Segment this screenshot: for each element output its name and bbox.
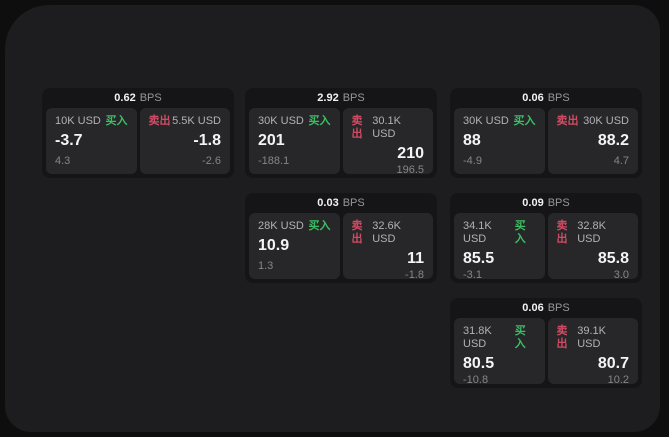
- sell-panel[interactable]: 卖出 32.8K USD 85.8 3.0: [547, 213, 638, 281]
- card-body: 31.8K USD 买入 80.5 -10.8 卖出 39.1K USD 80.…: [450, 318, 642, 388]
- stat-card: 0.09 BPS 34.1K USD 买入 85.5 -3.1 卖出 32.8K…: [450, 193, 642, 283]
- card-bps-header: 0.06 BPS: [450, 88, 642, 108]
- buy-panel[interactable]: 31.8K USD 买入 80.5 -10.8: [454, 318, 545, 386]
- buy-panel[interactable]: 30K USD 买入 201 -188.1: [249, 108, 340, 174]
- sell-tag: 卖出: [351, 220, 363, 245]
- buy-price: 201: [258, 132, 285, 149]
- bps-unit-label: BPS: [547, 92, 570, 104]
- bps-unit-label: BPS: [342, 92, 365, 104]
- card-body: 10K USD 买入 -3.7 4.3 卖出 5.5K USD -1.8 -2.…: [42, 108, 234, 178]
- buy-amount: 31.8K USD: [463, 325, 492, 350]
- stat-card: 0.06 BPS 30K USD 买入 88 -4.9 卖出 30K USD: [450, 88, 642, 178]
- buy-delta: 1.3: [258, 260, 274, 272]
- sell-tag: 卖出: [351, 115, 363, 140]
- sell-panel[interactable]: 卖出 5.5K USD -1.8 -2.6: [139, 108, 230, 174]
- bps-value: 0.06: [522, 302, 544, 314]
- buy-panel[interactable]: 30K USD 买入 88 -4.9: [454, 108, 545, 174]
- bps-unit-label: BPS: [139, 92, 162, 104]
- card-bps-header: 0.09 BPS: [450, 193, 642, 213]
- bps-unit-label: BPS: [342, 197, 365, 209]
- bps-unit-label: BPS: [547, 302, 570, 314]
- sell-delta: 3.0: [613, 269, 629, 281]
- buy-tag: 买入: [308, 220, 331, 232]
- buy-tag: 买入: [308, 115, 331, 127]
- buy-tag: 买入: [514, 220, 526, 245]
- sell-amount: 5.5K USD: [172, 115, 221, 127]
- buy-panel[interactable]: 28K USD 买入 10.9 1.3: [249, 213, 340, 279]
- buy-amount: 30K USD: [258, 115, 304, 127]
- card-bps-header: 2.92 BPS: [245, 88, 437, 108]
- buy-price: 10.9: [258, 237, 290, 254]
- sell-amount: 32.6K USD: [372, 220, 401, 245]
- bps-value: 0.62: [114, 92, 136, 104]
- buy-panel[interactable]: 34.1K USD 买入 85.5 -3.1: [454, 213, 545, 281]
- sell-panel[interactable]: 卖出 39.1K USD 80.7 10.2: [547, 318, 638, 386]
- card-body: 30K USD 买入 201 -188.1 卖出 30.1K USD 210 1…: [245, 108, 437, 178]
- sell-price: -1.8: [193, 132, 221, 149]
- sell-panel[interactable]: 卖出 32.6K USD 11 -1.8: [342, 213, 433, 281]
- stat-card: 2.92 BPS 30K USD 买入 201 -188.1 卖出 30.1K …: [245, 88, 437, 178]
- card-bps-header: 0.06 BPS: [450, 298, 642, 318]
- sell-panel[interactable]: 卖出 30K USD 88.2 4.7: [547, 108, 638, 174]
- sell-price: 88.2: [597, 132, 629, 149]
- card-body: 28K USD 买入 10.9 1.3 卖出 32.6K USD 11 -1.8: [245, 213, 437, 283]
- buy-tag: 买入: [514, 325, 526, 350]
- sell-price: 85.8: [597, 250, 629, 267]
- buy-price: 88: [463, 132, 481, 149]
- buy-delta: -188.1: [258, 155, 290, 167]
- sell-amount: 30K USD: [583, 115, 629, 127]
- buy-amount: 28K USD: [258, 220, 304, 232]
- buy-price: 85.5: [463, 250, 495, 267]
- buy-delta: 4.3: [55, 155, 71, 167]
- sell-price: 80.7: [597, 355, 629, 372]
- sell-delta: 4.7: [613, 155, 629, 167]
- stat-card: 0.06 BPS 31.8K USD 买入 80.5 -10.8 卖出 39.1…: [450, 298, 642, 388]
- sell-tag: 卖出: [556, 325, 568, 350]
- sell-amount: 39.1K USD: [577, 325, 606, 350]
- sell-tag: 卖出: [556, 115, 579, 127]
- card-body: 34.1K USD 买入 85.5 -3.1 卖出 32.8K USD 85.8…: [450, 213, 642, 283]
- bps-value: 0.09: [522, 197, 544, 209]
- sell-tag: 卖出: [556, 220, 568, 245]
- card-bps-header: 0.62 BPS: [42, 88, 234, 108]
- sell-amount: 30.1K USD: [372, 115, 401, 140]
- sell-amount: 32.8K USD: [577, 220, 606, 245]
- bps-value: 0.06: [522, 92, 544, 104]
- sell-panel[interactable]: 卖出 30.1K USD 210 196.5: [342, 108, 433, 176]
- card-body: 30K USD 买入 88 -4.9 卖出 30K USD 88.2 4.7: [450, 108, 642, 178]
- sell-price: 210: [397, 145, 424, 162]
- buy-amount: 34.1K USD: [463, 220, 492, 245]
- sell-tag: 卖出: [148, 115, 171, 127]
- stat-card: 0.03 BPS 28K USD 买入 10.9 1.3 卖出 32.6K US…: [245, 193, 437, 283]
- buy-delta: -3.1: [463, 269, 482, 281]
- buy-price: 80.5: [463, 355, 495, 372]
- sell-delta: 10.2: [607, 374, 629, 386]
- sell-price: 11: [407, 250, 424, 267]
- sell-delta: 196.5: [396, 164, 424, 176]
- buy-delta: -4.9: [463, 155, 482, 167]
- card-bps-header: 0.03 BPS: [245, 193, 437, 213]
- sell-delta: -2.6: [202, 155, 221, 167]
- buy-amount: 10K USD: [55, 115, 101, 127]
- buy-delta: -10.8: [463, 374, 489, 386]
- bps-value: 2.92: [317, 92, 339, 104]
- buy-panel[interactable]: 10K USD 买入 -3.7 4.3: [46, 108, 137, 174]
- sell-delta: -1.8: [405, 269, 424, 281]
- stat-card: 0.62 BPS 10K USD 买入 -3.7 4.3 卖出 5.5K USD: [42, 88, 234, 178]
- bps-value: 0.03: [317, 197, 339, 209]
- buy-price: -3.7: [55, 132, 83, 149]
- buy-tag: 买入: [105, 115, 128, 127]
- buy-amount: 30K USD: [463, 115, 509, 127]
- dashboard-window: 0.62 BPS 10K USD 买入 -3.7 4.3 卖出 5.5K USD: [5, 5, 660, 432]
- bps-unit-label: BPS: [547, 197, 570, 209]
- buy-tag: 买入: [513, 115, 536, 127]
